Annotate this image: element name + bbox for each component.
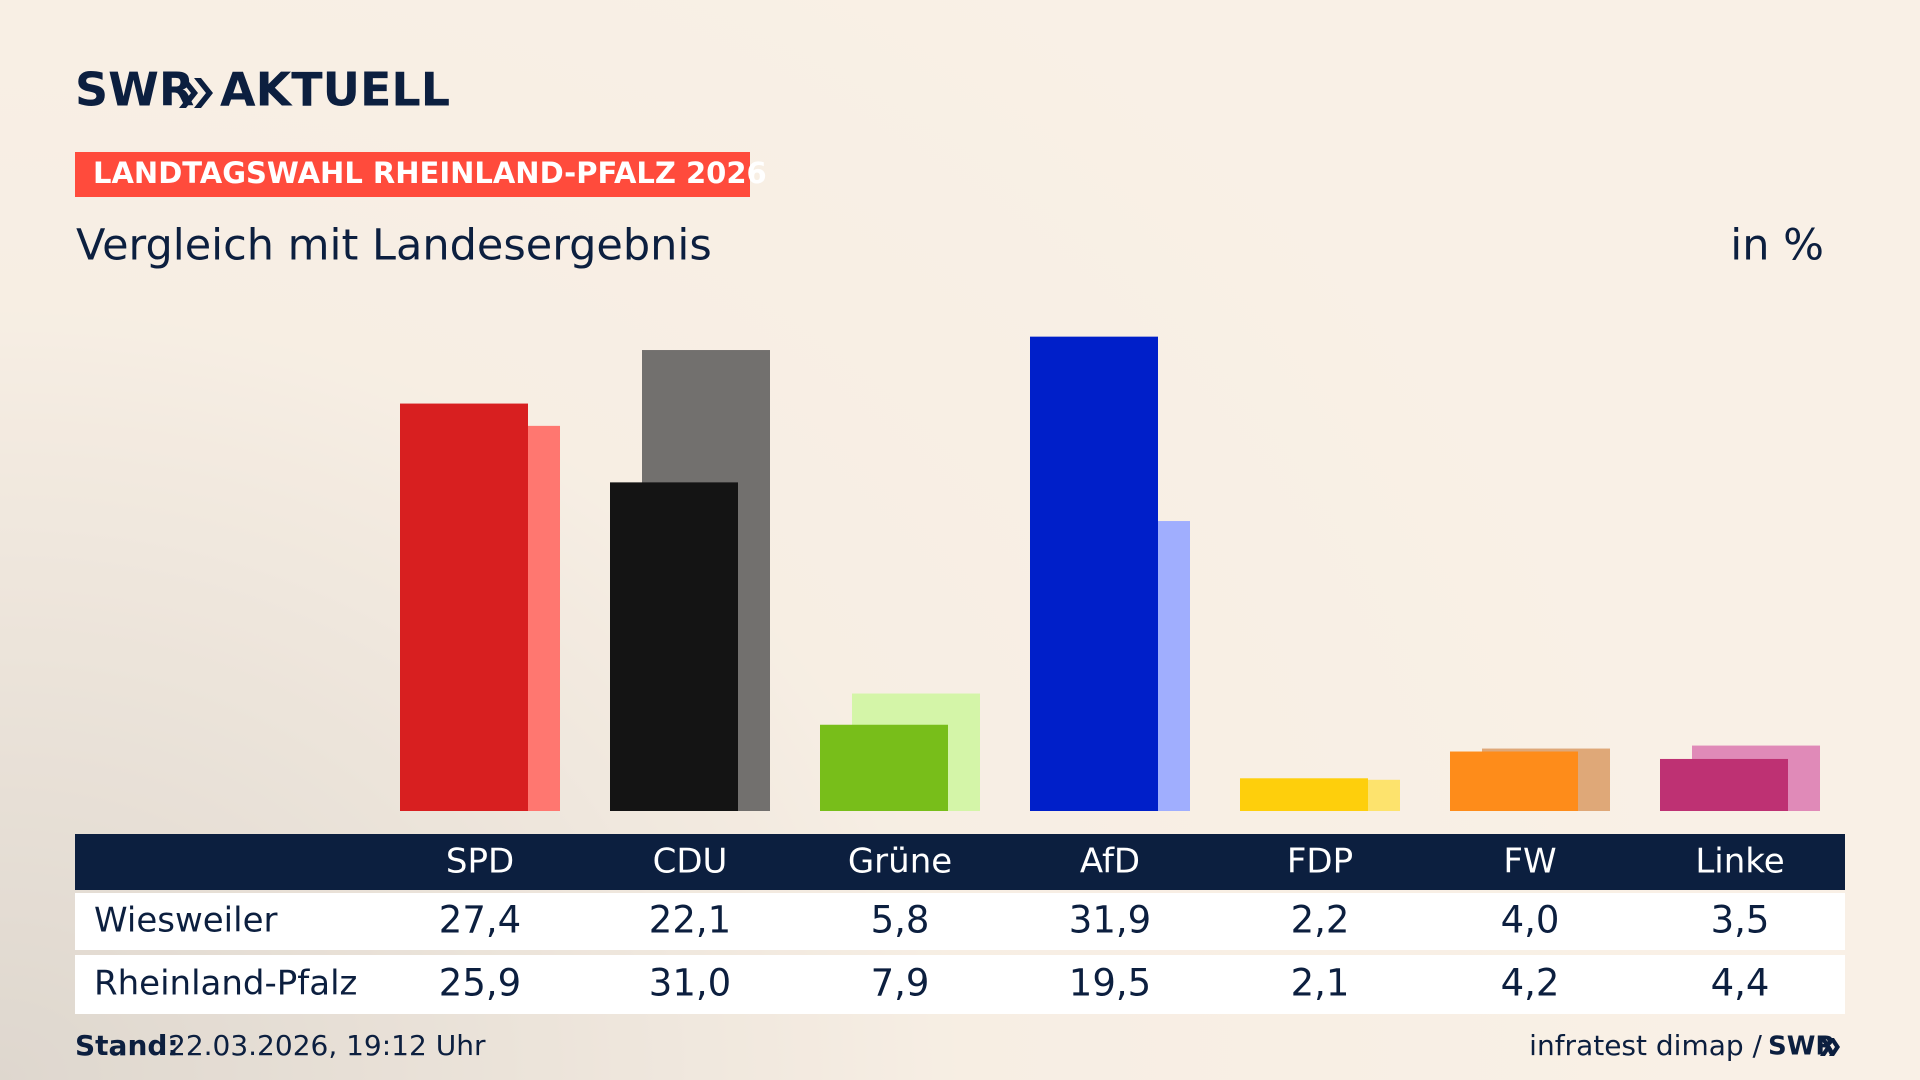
value-label: 31,0 <box>649 962 731 1005</box>
logo-brand: SWR <box>75 63 194 117</box>
value-label: 22,1 <box>649 899 731 942</box>
footer-source: infratest dimap / <box>1529 1029 1762 1062</box>
category-label: Grüne <box>848 842 952 882</box>
value-label: 19,5 <box>1069 962 1151 1005</box>
table: SPD 27,4 25,9 CDU 22,1 31,0 Grüne 5,8 7,9 AfD 31,9… <box>94 842 1785 1005</box>
value-label: 3,5 <box>1711 899 1770 942</box>
footer-chevrons <box>1820 1038 1840 1056</box>
value-label: 25,9 <box>439 962 521 1005</box>
table-row <box>75 955 1845 1014</box>
bars <box>400 336 1820 811</box>
value-label: 2,1 <box>1291 962 1350 1005</box>
row-label: Rheinland-Pfalz <box>94 964 357 1004</box>
bar <box>1660 758 1788 811</box>
value-label: 31,9 <box>1069 899 1151 942</box>
footer-brand: SWR <box>1768 1032 1835 1062</box>
value-label: 2,2 <box>1291 899 1350 942</box>
footer-date: 22.03.2026, 19:12 Uhr <box>168 1029 486 1062</box>
row-label: Wiesweiler <box>94 901 277 941</box>
value-label: 27,4 <box>439 899 521 942</box>
bar <box>820 724 948 811</box>
value-label: 4,2 <box>1501 962 1560 1005</box>
badge: LANDTAGSWAHL RHEINLAND-PFALZ 2026 <box>93 156 767 190</box>
footer-label: Stand: <box>75 1029 179 1062</box>
category-label: FW <box>1503 842 1556 882</box>
bar <box>1240 778 1368 811</box>
badge-background <box>75 152 750 197</box>
bar <box>1030 336 1158 811</box>
value-label: 4,0 <box>1501 899 1560 942</box>
value-label: 4,4 <box>1711 962 1770 1005</box>
category-label: SPD <box>446 842 514 882</box>
table-header <box>75 834 1845 890</box>
chart-title: Vergleich mit Landesergebnis <box>76 221 712 271</box>
category-label: AfD <box>1080 842 1140 882</box>
category-label: Linke <box>1695 842 1784 882</box>
category-label: FDP <box>1287 842 1353 882</box>
bar <box>1450 751 1578 811</box>
table-row <box>75 893 1845 950</box>
value-label: 5,8 <box>871 899 930 942</box>
bar <box>610 482 738 811</box>
unit-label: in % <box>1730 221 1824 271</box>
category-label: CDU <box>653 842 728 882</box>
value-label: 7,9 <box>871 962 930 1005</box>
logo-chevrons <box>179 78 213 108</box>
logo-product: AKTUELL <box>220 63 450 117</box>
bar <box>400 403 528 811</box>
